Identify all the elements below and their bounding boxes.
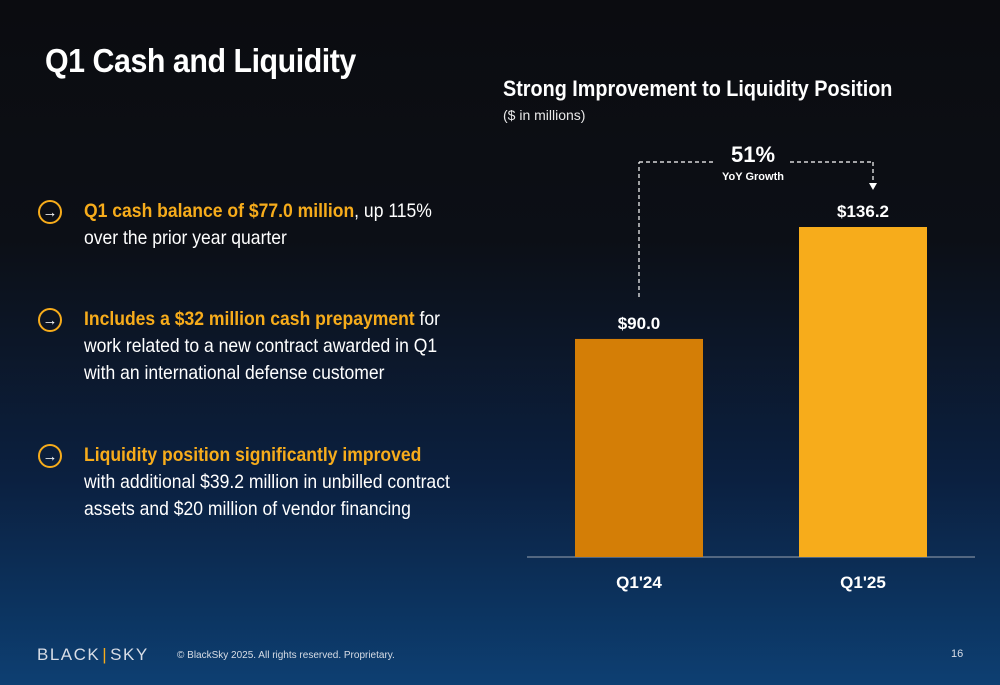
logo-text-right: SKY xyxy=(110,645,149,664)
arrow-right-icon: → xyxy=(38,200,62,224)
logo-separator: | xyxy=(102,645,109,664)
page-title: Q1 Cash and Liquidity xyxy=(45,42,356,79)
growth-label: YoY Growth xyxy=(722,171,784,183)
bullet-text: Includes a $32 million cash prepayment f… xyxy=(84,306,462,387)
bullet-line: , up 115% xyxy=(354,200,432,222)
bullet-line: over the prior year quarter xyxy=(84,227,287,249)
chart-subtitle: ($ in millions) xyxy=(503,107,586,123)
bullet-line: work related to a new contract awarded i… xyxy=(84,335,438,357)
bullet-line: with additional $39.2 million in unbille… xyxy=(84,471,450,493)
growth-value: 51% xyxy=(731,142,775,167)
bullet-text: Q1 cash balance of $77.0 million, up 115… xyxy=(84,198,462,252)
bullet-text: Liquidity position significantly improve… xyxy=(84,442,462,523)
bullet-highlight: Includes a $32 million cash prepayment xyxy=(84,308,415,330)
bullet-highlight: Q1 cash balance of $77.0 million xyxy=(84,200,355,222)
data-label: $90.0 xyxy=(618,314,661,333)
x-tick-label: Q1'24 xyxy=(616,573,662,592)
copyright-text: © BlackSky 2025. All rights reserved. Pr… xyxy=(177,650,395,661)
bullet-line: for xyxy=(414,308,441,330)
bar xyxy=(799,227,927,557)
chart-title: Strong Improvement to Liquidity Position xyxy=(503,76,893,101)
x-tick-label: Q1'25 xyxy=(840,573,886,592)
logo-text-left: BLACK xyxy=(37,645,101,664)
bullet-highlight: Liquidity position significantly improve… xyxy=(84,444,422,466)
bar xyxy=(575,338,703,557)
blacksky-logo: BLACK | SKY xyxy=(37,645,149,665)
data-label: $136.2 xyxy=(837,202,889,221)
arrow-right-icon: → xyxy=(38,308,62,332)
bullet-line: assets and $20 million of vendor financi… xyxy=(84,498,411,520)
arrow-right-icon: → xyxy=(38,444,62,468)
page-number: 16 xyxy=(951,648,964,660)
bullet-line: with an international defense customer xyxy=(84,362,385,384)
annotation-arrowhead xyxy=(869,183,877,190)
